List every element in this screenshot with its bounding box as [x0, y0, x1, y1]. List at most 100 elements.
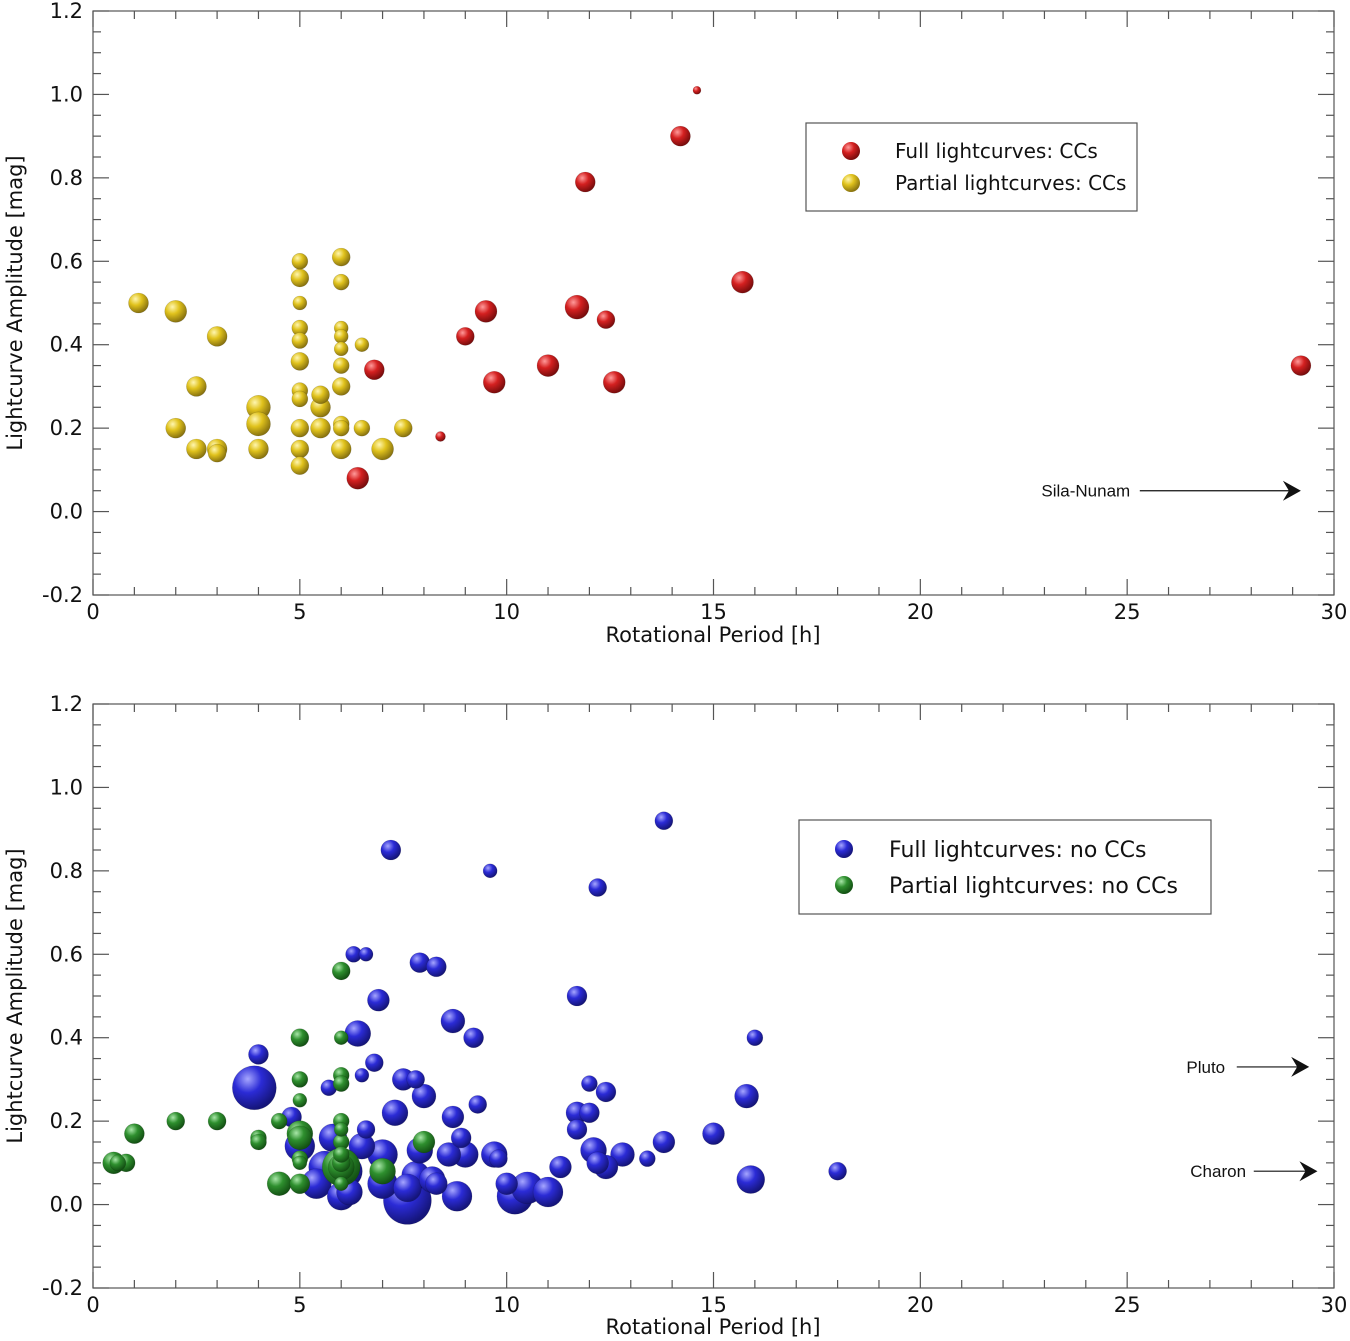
data-point	[332, 1146, 350, 1163]
bottom-panel: 0 5 10 15 20 25 30 -0.2 0.0 0.2 0.4 0.6 0.8 1.0 1.2 Ro…	[3, 692, 1347, 1339]
data-point	[186, 438, 207, 460]
y-tick-label: 0.0	[50, 500, 83, 524]
data-point	[186, 376, 207, 397]
tick-marks	[92, 703, 1335, 1289]
legend-label-partial-ccs: Partial lightcurves: CCs	[895, 171, 1126, 195]
data-point	[232, 1065, 277, 1111]
data-point	[463, 1027, 484, 1049]
plot-frame	[92, 10, 1335, 596]
data-point	[579, 1102, 600, 1124]
y-tick-label: 0.6	[50, 249, 83, 273]
data-point	[292, 1155, 308, 1171]
legend-marker-partial-no-ccs	[835, 876, 853, 894]
data-point	[828, 1161, 847, 1181]
data-point	[602, 370, 626, 394]
data-point	[353, 419, 371, 437]
data-points	[128, 85, 1312, 490]
data-point	[331, 247, 351, 267]
x-tick-label: 10	[493, 1293, 520, 1317]
data-point	[332, 1075, 350, 1092]
tick-marks	[92, 10, 1335, 596]
data-point	[450, 1127, 472, 1149]
data-point	[333, 1176, 349, 1192]
data-point	[586, 1151, 609, 1175]
data-point	[207, 1111, 227, 1131]
legend-label-full-no-ccs: Full lightcurves: no CCs	[889, 838, 1146, 863]
data-point	[346, 466, 370, 490]
data-point	[371, 437, 394, 461]
data-point	[532, 1176, 564, 1208]
data-point	[441, 1105, 465, 1129]
data-points	[102, 811, 847, 1225]
y-tick-label: 0.4	[50, 333, 83, 357]
data-point	[332, 419, 350, 437]
data-point	[411, 1083, 437, 1109]
top-panel: 0 5 10 15 20 25 30 -0.2 0.0 0.2 0.4 0.6 0.8 1.0 1.2 Ro…	[3, 0, 1347, 647]
x-tick-label: 25	[1114, 1293, 1141, 1317]
data-point	[291, 332, 309, 349]
data-point	[290, 439, 310, 459]
data-point	[164, 300, 188, 323]
data-point	[287, 1125, 313, 1151]
data-point	[639, 1150, 656, 1167]
data-point	[381, 1099, 409, 1127]
data-point	[670, 125, 691, 147]
y-tick-label: 1.0	[50, 775, 83, 799]
data-point	[310, 417, 331, 439]
data-point	[330, 438, 352, 460]
x-axis-label: Rotational Period [h]	[605, 1315, 820, 1339]
data-point	[652, 1130, 676, 1154]
data-point	[124, 1123, 145, 1144]
data-point	[109, 1154, 127, 1172]
data-point	[489, 1149, 508, 1168]
data-point	[654, 811, 674, 831]
x-tick-label: 20	[907, 1293, 934, 1317]
y-axis-label: Lightcurve Amplitude [mag]	[3, 155, 27, 450]
data-point	[549, 1155, 572, 1179]
data-point	[333, 1122, 349, 1137]
data-point	[692, 85, 702, 95]
data-point	[344, 1020, 372, 1047]
x-tick-label: 20	[907, 600, 934, 624]
data-point	[596, 310, 616, 329]
data-point	[574, 171, 596, 193]
legend-label-full-ccs: Full lightcurves: CCs	[895, 139, 1098, 163]
legend-marker-full-ccs	[842, 142, 860, 160]
x-tick-label: 15	[700, 600, 727, 624]
x-tick-label: 25	[1114, 600, 1141, 624]
data-point	[468, 1095, 488, 1114]
legend-box	[805, 122, 1138, 212]
data-point	[246, 411, 271, 437]
data-point	[331, 377, 351, 396]
data-point	[291, 390, 309, 408]
data-point	[736, 1165, 766, 1194]
data-point	[354, 1067, 370, 1083]
data-point	[291, 1071, 309, 1088]
data-point	[206, 326, 228, 347]
data-point	[333, 1030, 349, 1046]
data-point	[482, 370, 506, 394]
data-point	[207, 443, 227, 463]
data-point	[702, 1122, 725, 1145]
y-axis-label: Lightcurve Amplitude [mag]	[3, 848, 27, 1143]
x-tick-label: 30	[1321, 600, 1348, 624]
data-point	[289, 1173, 311, 1195]
y-tick-label: 1.2	[50, 692, 83, 716]
y-tick-label: 0.6	[50, 942, 83, 966]
data-point	[435, 431, 446, 442]
data-point	[333, 341, 349, 357]
annotation-arrow-head	[1291, 1056, 1310, 1077]
data-point	[731, 270, 754, 294]
annotations: Sila-Nunam	[1041, 480, 1301, 501]
data-point	[566, 985, 588, 1007]
y-tick-label: 0.0	[50, 1193, 83, 1217]
annotation-label: Sila-Nunam	[1041, 482, 1130, 501]
annotations: Pluto Charon	[1186, 1056, 1318, 1182]
x-axis-label: Rotational Period [h]	[605, 623, 820, 647]
x-tick-label: 30	[1321, 1293, 1348, 1317]
data-point	[581, 1075, 598, 1092]
y-tick-label: 0.8	[50, 166, 83, 190]
data-point	[1290, 355, 1312, 376]
y-tick-label: 1.0	[50, 82, 83, 106]
